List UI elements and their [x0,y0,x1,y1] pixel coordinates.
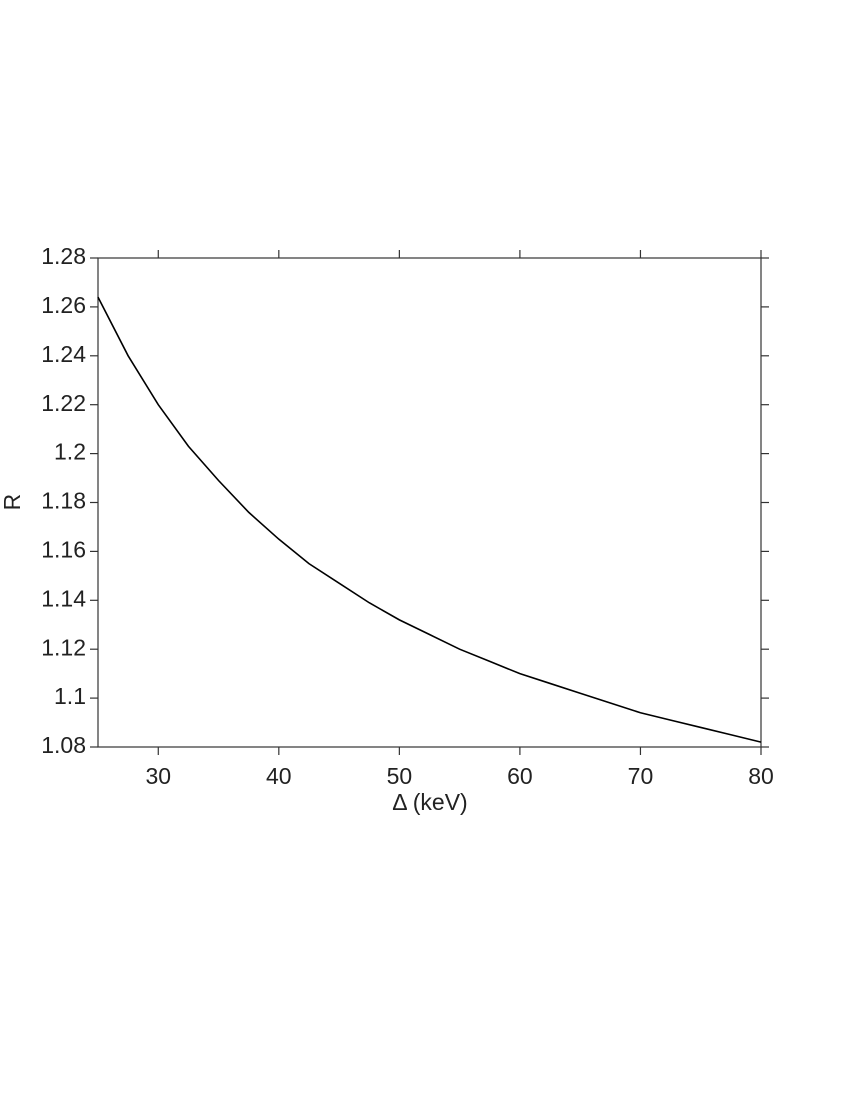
x-tick-label: 50 [387,763,413,789]
y-tick-label: 1.28 [41,243,86,269]
y-tick-label: 1.2 [54,439,86,465]
y-tick-label: 1.22 [41,390,86,416]
x-tick-label: 80 [748,763,774,789]
y-axis-label: R [0,494,25,511]
y-tick-label: 1.1 [54,683,86,709]
y-tick-label: 1.16 [41,536,86,562]
plot-frame [97,257,762,748]
x-axis-label: Δ (keV) [392,789,467,815]
y-tick-label: 1.26 [41,292,86,318]
y-tick-label: 1.18 [41,488,86,514]
y-tick-label: 1.08 [41,732,86,758]
y-tick-label: 1.12 [41,634,86,660]
x-tick-label: 30 [145,763,171,789]
y-tick-label: 1.14 [41,585,86,611]
y-tick-label: 1.24 [41,341,86,367]
x-tick-label: 70 [628,763,654,789]
x-tick-label: 40 [266,763,292,789]
x-tick-label: 60 [507,763,533,789]
data-line [97,296,762,743]
